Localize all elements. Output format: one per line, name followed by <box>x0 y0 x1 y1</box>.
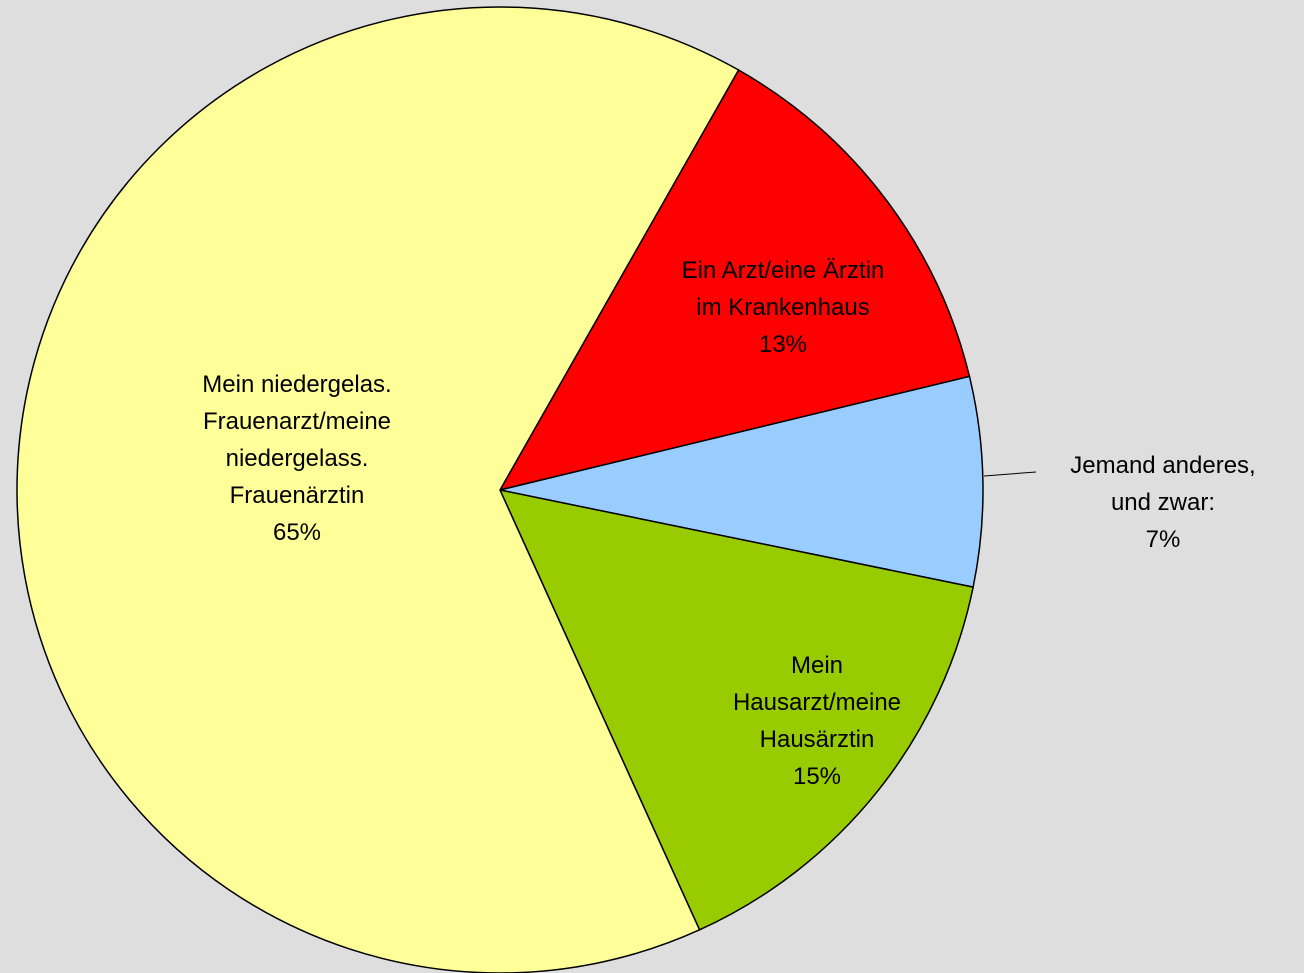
slice-value: 65% <box>272 519 322 546</box>
slice-value: 7% <box>1145 526 1181 553</box>
slice-name: Jemand anderes, und zwar: <box>1070 452 1256 516</box>
slice-name: Mein Hausarzt/meine Hausärztin <box>732 652 902 753</box>
pie-slice <box>499 375 984 589</box>
slice-label: Mein niedergelas. Frauenarzt/meine niede… <box>202 366 391 551</box>
pie-slice <box>498 488 975 931</box>
pie-slice <box>16 6 740 973</box>
slice-name: Ein Arzt/eine Ärztin im Krankenhaus <box>681 257 885 321</box>
leader-line <box>983 471 1037 477</box>
slice-label: Jemand anderes, und zwar: 7% <box>1070 447 1255 558</box>
slice-value: 13% <box>758 331 808 358</box>
slice-label: Mein Hausarzt/meine Hausärztin 15% <box>733 647 901 795</box>
slice-value: 15% <box>792 763 842 790</box>
slice-name: Mein niedergelas. Frauenarzt/meine niede… <box>202 371 392 509</box>
pie-slice <box>498 69 971 492</box>
slice-label: Ein Arzt/eine Ärztin im Krankenhaus 13% <box>682 252 885 363</box>
